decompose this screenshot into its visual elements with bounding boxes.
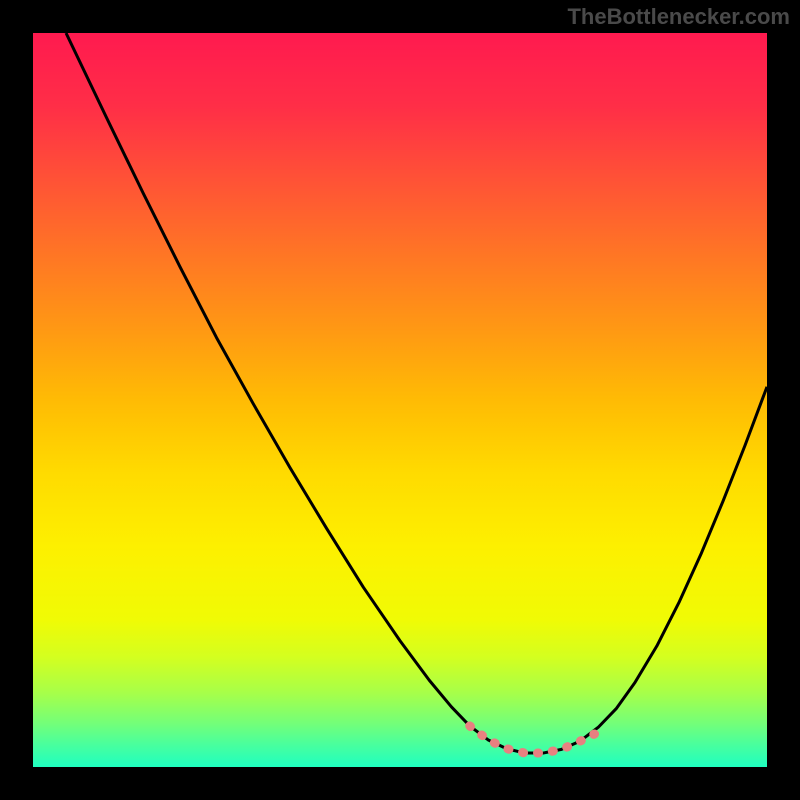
attribution-text: TheBottlenecker.com: [567, 4, 790, 30]
chart-svg: [0, 0, 800, 800]
plot-area: [33, 33, 767, 767]
chart-container: TheBottlenecker.com: [0, 0, 800, 800]
